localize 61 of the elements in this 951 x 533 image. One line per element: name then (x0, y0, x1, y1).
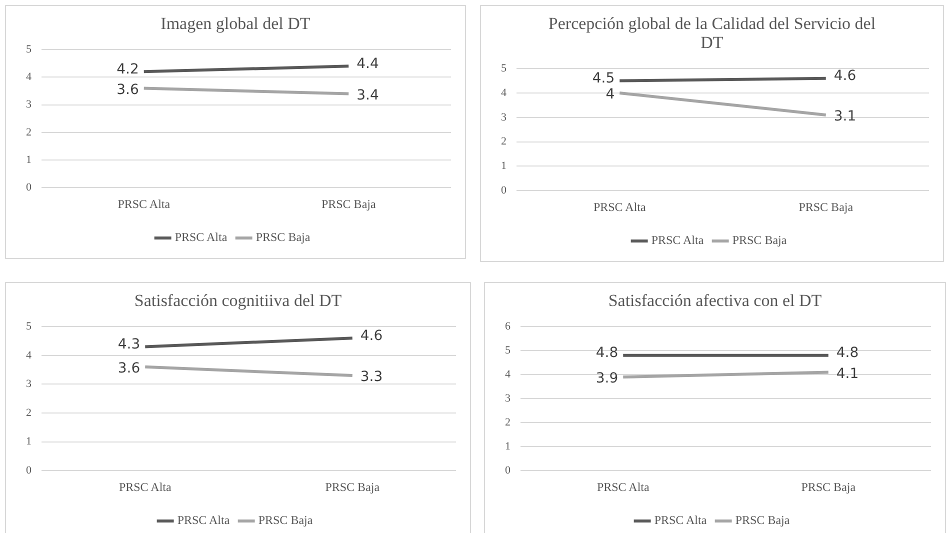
y-tick-label: 3 (501, 111, 507, 124)
legend-label: PRSC Alta (651, 233, 704, 248)
data-label: 4 (606, 86, 615, 103)
legend-label: PRSC Alta (174, 230, 228, 244)
x-tick-label: PRSC Alta (118, 480, 172, 494)
chart-title: Imagen global del DT (160, 14, 312, 33)
data-label: 3.1 (834, 108, 856, 125)
x-tick-label: PRSC Baja (325, 480, 380, 494)
data-label: 3.4 (356, 87, 379, 104)
y-tick-label: 0 (501, 184, 507, 196)
legend-label: PRSC Alta (177, 513, 230, 528)
legend-label: PRSC Baja (732, 233, 788, 248)
chart-title: Satisfacción cognitiiva del DT (133, 291, 343, 310)
y-tick-label: 1 (26, 154, 32, 166)
y-tick-label: 0 (505, 464, 511, 476)
y-tick-label: 3 (505, 392, 511, 404)
x-tick-label: PRSC Alta (596, 480, 650, 494)
x-tick-label: PRSC Baja (801, 480, 856, 494)
data-label: 4.8 (836, 345, 859, 362)
y-tick-label: 5 (26, 320, 32, 332)
y-tick-label: 5 (501, 62, 507, 74)
data-label: 4.1 (836, 366, 859, 382)
x-tick-label: PRSC Alta (593, 200, 646, 214)
data-label: 4.3 (118, 336, 140, 352)
chart-title: Percepción global de la Calidad del Servicio del DT (547, 14, 877, 52)
data-label: 4.6 (360, 328, 383, 344)
y-tick-label: 0 (26, 181, 32, 194)
legend-label: PRSC Alta (654, 513, 708, 528)
y-tick-label: 1 (501, 160, 506, 172)
y-tick-label: 0 (26, 464, 32, 476)
data-label: 4.5 (592, 70, 615, 86)
y-tick-label: 4 (26, 349, 32, 362)
y-tick-label: 5 (26, 43, 32, 56)
data-label: 4.2 (116, 61, 139, 78)
y-tick-label: 1 (26, 436, 32, 448)
y-tick-label: 2 (505, 416, 510, 428)
legend-label: PRSC Baja (735, 513, 790, 528)
legend-label: PRSC Baja (258, 513, 314, 528)
y-tick-label: 2 (26, 126, 32, 138)
y-tick-label: 3 (26, 378, 32, 390)
y-tick-label: 4 (501, 86, 507, 99)
y-tick-label: 1 (505, 440, 510, 452)
chart-title: Satisfacción afectiva con el DT (607, 291, 823, 310)
x-tick-label: PRSC Baja (798, 200, 854, 214)
x-tick-label: PRSC Alta (118, 196, 171, 211)
data-label: 3.6 (118, 360, 140, 377)
y-tick-label: 5 (505, 344, 511, 356)
x-tick-label: PRSC Baja (321, 196, 376, 211)
data-label: 3.6 (116, 82, 139, 98)
data-label: 4.6 (834, 68, 856, 84)
y-tick-label: 4 (26, 71, 32, 84)
data-label: 4.8 (596, 345, 618, 362)
data-label: 3.3 (360, 369, 383, 386)
y-tick-label: 2 (26, 406, 32, 419)
y-tick-label: 4 (505, 368, 511, 380)
y-tick-label: 6 (505, 320, 511, 332)
data-label: 4.4 (356, 56, 379, 72)
y-tick-label: 2 (501, 136, 506, 148)
y-tick-label: 3 (26, 98, 32, 111)
legend-label: PRSC Baja (256, 230, 311, 244)
data-label: 3.9 (596, 370, 618, 387)
